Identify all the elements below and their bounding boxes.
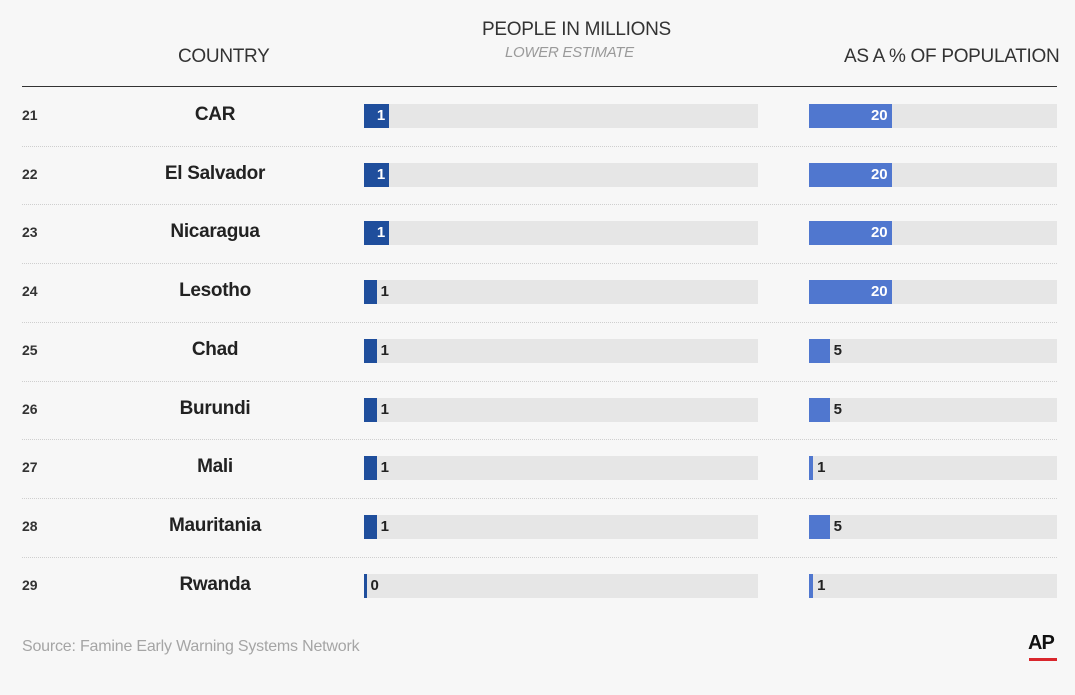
rank-number: 21	[22, 107, 38, 123]
people-bar-track: 1	[364, 338, 758, 363]
percent-value-label: 5	[833, 517, 842, 535]
rank-number: 29	[22, 576, 38, 593]
percent-value-label: 5	[833, 400, 842, 418]
people-value-label: 1	[376, 224, 386, 242]
row-separator	[22, 380, 1057, 382]
row-separator	[22, 263, 1057, 265]
country-name: Burundi	[179, 397, 251, 419]
percent-column-header: AS A % OF POPULATION	[844, 46, 1060, 67]
percent-bar	[809, 397, 830, 422]
table-row: 24 Lesotho 1 20	[0, 263, 1075, 321]
percent-bar-track: 1	[809, 456, 1057, 481]
country-name: Chad	[191, 338, 239, 360]
people-bar-track: 1	[364, 280, 758, 305]
people-bar-track: 1	[364, 514, 758, 539]
percent-bar-track: 5	[809, 338, 1057, 363]
source-note: Source: Famine Early Warning Systems Net…	[22, 638, 360, 655]
rank-number: 27	[22, 459, 38, 476]
percent-bar	[809, 338, 830, 363]
percent-bar-track: 20	[809, 221, 1057, 246]
percent-bar	[809, 104, 892, 128]
people-bar-track: 1	[364, 104, 758, 128]
row-separator	[22, 145, 1057, 147]
percent-bar	[809, 514, 830, 539]
country-name: El Salvador	[164, 162, 266, 184]
percent-value-label: 20	[870, 224, 888, 242]
row-separator	[22, 439, 1057, 441]
people-column-header: PEOPLE IN MILLIONS	[482, 19, 671, 40]
people-column-subheader: LOWER ESTIMATE	[505, 44, 634, 61]
percent-bar-track: 20	[809, 280, 1057, 305]
percent-value-label: 1	[817, 576, 826, 594]
percent-bar	[809, 456, 814, 481]
percent-bar-track: 1	[809, 573, 1057, 598]
people-value-label: 1	[380, 341, 389, 359]
rank-number: 23	[22, 224, 38, 241]
country-name: Rwanda	[179, 573, 251, 595]
percent-bar-track: 20	[809, 162, 1057, 187]
people-value-label: 1	[376, 107, 386, 124]
people-value-label: 1	[380, 459, 389, 477]
percent-bar	[809, 221, 892, 246]
people-bar	[364, 280, 377, 305]
people-value-label: 0	[370, 576, 379, 594]
percent-bar	[809, 162, 892, 187]
rank-number: 25	[22, 341, 38, 358]
country-name: Mauritania	[168, 514, 262, 536]
people-bar-track: 1	[364, 221, 758, 246]
percent-bar	[809, 280, 892, 305]
table-row: 29 Rwanda 0 1	[0, 556, 1075, 615]
row-separator	[22, 204, 1057, 206]
row-separator	[22, 556, 1057, 558]
row-separator	[22, 321, 1057, 323]
people-value-label: 1	[380, 283, 389, 301]
people-bar-track: 1	[364, 162, 758, 187]
table-row: 28 Mauritania 1 5	[0, 497, 1075, 556]
people-bar	[364, 573, 367, 598]
people-bar	[364, 104, 390, 128]
people-bar-track: 1	[364, 456, 758, 481]
people-value-label: 1	[376, 165, 386, 183]
percent-value-label: 20	[870, 107, 888, 124]
country-name: Mali	[197, 456, 233, 478]
people-bar-track: 0	[364, 573, 758, 598]
people-bar	[364, 456, 377, 481]
people-bar	[364, 514, 377, 539]
table-row: 25 Chad 1 5	[0, 321, 1075, 380]
people-bar	[364, 397, 377, 422]
percent-bar	[809, 573, 814, 598]
people-bar	[364, 221, 390, 246]
country-name: Nicaragua	[170, 221, 260, 243]
percent-bar-track: 5	[809, 514, 1057, 539]
people-bar	[364, 338, 377, 363]
country-name: CAR	[194, 104, 236, 125]
table-row: 26 Burundi 1 5	[0, 380, 1075, 439]
ap-logo-underline	[1029, 658, 1057, 661]
rank-number: 28	[22, 517, 38, 534]
table-row: 21 CAR 1 20	[0, 87, 1075, 145]
rank-number: 26	[22, 400, 38, 417]
people-bar	[364, 162, 390, 187]
percent-value-label: 5	[833, 341, 842, 359]
row-separator	[22, 497, 1057, 499]
table-row: 23 Nicaragua 1 20	[0, 204, 1075, 262]
percent-value-label: 1	[817, 459, 826, 477]
ap-logo-text: AP	[1028, 632, 1055, 654]
ap-logo: AP	[1028, 632, 1058, 662]
rank-number: 24	[22, 283, 38, 300]
country-column-header: COUNTRY	[178, 46, 270, 67]
percent-bar-track: 20	[809, 104, 1057, 128]
table-row: 27 Mali 1 1	[0, 439, 1075, 497]
people-value-label: 1	[380, 517, 389, 535]
people-value-label: 1	[380, 400, 389, 418]
percent-value-label: 20	[870, 165, 888, 183]
header-rule	[22, 86, 1057, 87]
table-row: 22 El Salvador 1 20	[0, 145, 1075, 204]
percent-bar-track: 5	[809, 397, 1057, 422]
percent-value-label: 20	[870, 283, 888, 301]
rank-number: 22	[22, 165, 38, 182]
people-bar-track: 1	[364, 397, 758, 422]
country-name: Lesotho	[179, 280, 251, 302]
